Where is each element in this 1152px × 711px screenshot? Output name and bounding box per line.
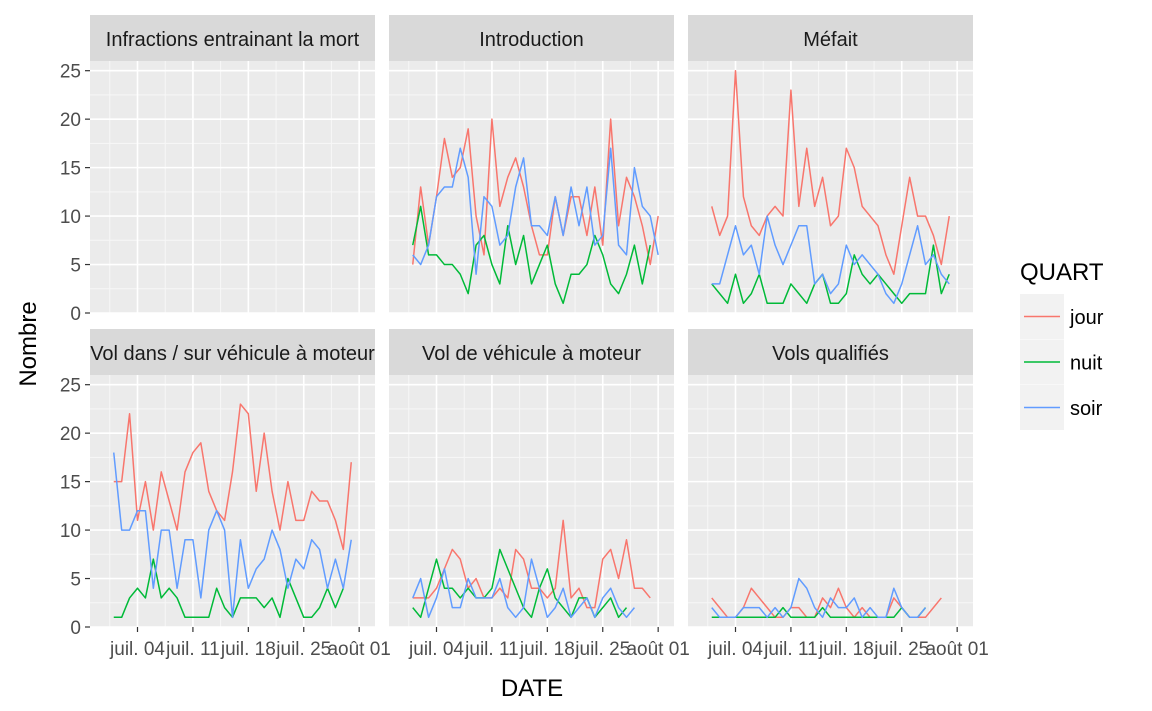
facet-strip [688,329,973,375]
x-tick-label: juil. 25 [574,639,630,660]
x-tick-label: juil. 18 [818,639,874,660]
facet-strip [389,15,674,61]
y-tick-label: 15 [60,473,81,494]
y-tick-label: 25 [60,376,81,397]
facet-strip [90,15,375,61]
y-tick-label: 15 [60,159,81,180]
y-tick-label: 25 [60,62,81,83]
facet-strip-title: Vols qualifiés [772,343,889,365]
series-line-nuit [711,244,950,305]
x-tick-label: août 01 [626,639,689,660]
x-tick-label: juil. 18 [220,639,276,660]
x-tick-label: juil. 11 [464,639,519,660]
panel-background [688,375,973,627]
y-tick-label: 20 [60,424,81,445]
facet-strip [90,329,375,375]
series-line-soir [113,452,352,619]
panel-background [389,375,674,627]
facet-panel: Vols qualifiés [688,329,973,628]
x-tick-label: août 01 [327,639,390,660]
facet-panel: Vol dans / sur véhicule à moteur [90,329,375,628]
panels-layer: Infractions entrainant la mort Introducti… [90,15,973,628]
facet-panel: Vol de véhicule à moteur [389,329,674,628]
x-tick-label: juil. 25 [275,639,331,660]
x-tick-label: juil. 25 [873,639,929,660]
series-line-jour [711,69,950,275]
series-line-jour [412,118,659,266]
series-line-jour [113,403,352,551]
legend-label-jour: jour [1069,307,1104,329]
x-tick-label: juil. 04 [109,639,165,660]
y-tick-label: 5 [70,570,81,591]
facet-panel: Méfait [688,15,973,314]
x-tick-label: juil. 11 [763,639,818,660]
y-tick-label: 0 [70,304,81,325]
facet-panel: Introduction [389,15,674,314]
x-axis-title: DATE [501,675,563,702]
x-tick-label: juil. 11 [165,639,220,660]
legend-label-soir: soir [1070,398,1103,420]
panel-background [90,61,375,313]
legend: QUART jour nuit soir [1020,259,1104,430]
series-line-jour [412,519,651,609]
facet-strip [389,329,674,375]
y-tick-label: 0 [70,618,81,639]
facet-strip-title: Infractions entrainant la mort [106,29,360,51]
y-axis-title: Nombre [15,301,42,386]
x-tick-label: juil. 04 [408,639,464,660]
panel-background [90,375,375,627]
x-tick-label: juil. 18 [519,639,575,660]
facet-panel: Infractions entrainant la mort [90,15,375,314]
legend-title: QUART [1020,259,1104,286]
facet-strip-title: Vol de véhicule à moteur [422,343,641,365]
series-line-soir [412,147,659,275]
series-line-soir [711,577,927,619]
facet-strip [688,15,973,61]
facet-strip-title: Vol dans / sur véhicule à moteur [90,343,375,365]
series-line-nuit [113,558,345,619]
series-line-soir [711,215,950,305]
y-tick-label: 20 [60,110,81,131]
y-tick-label: 10 [60,207,81,228]
x-tick-label: août 01 [925,639,988,660]
facet-strip-title: Introduction [479,29,584,51]
y-tick-label: 5 [70,256,81,277]
panel-background [688,61,973,313]
series-line-soir [412,558,636,619]
x-tick-label: juil. 04 [707,639,763,660]
facet-strip-title: Méfait [803,29,858,51]
series-line-nuit [412,205,651,305]
legend-label-nuit: nuit [1070,353,1103,375]
y-tick-label: 10 [60,521,81,542]
